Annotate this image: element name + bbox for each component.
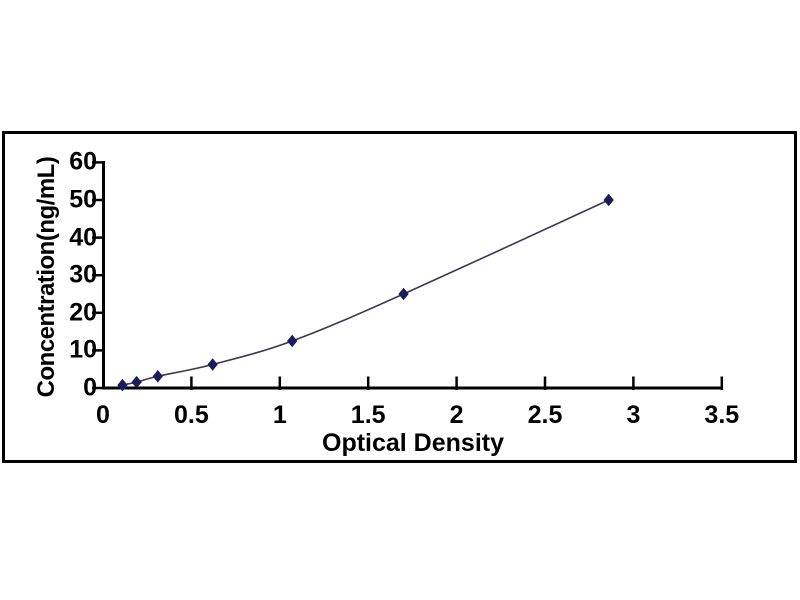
x-tick-label: 1.5: [350, 401, 386, 429]
data-point-marker: [287, 334, 298, 348]
y-tick-label: 60: [69, 147, 97, 176]
data-point-marker: [398, 287, 409, 301]
x-tick-label: 2: [449, 401, 464, 429]
data-point-marker: [117, 378, 128, 392]
x-tick-label: 2.5: [527, 401, 563, 429]
data-point-marker: [207, 358, 218, 371]
y-tick-label: 0: [83, 373, 97, 402]
data-point-marker: [603, 193, 614, 207]
y-tick-label: 50: [69, 185, 97, 214]
x-tick-label: 1: [272, 401, 287, 429]
x-tick-label: 0.5: [174, 401, 209, 429]
standard-curve-line: [122, 199, 609, 386]
y-tick-label: 30: [69, 260, 97, 289]
x-tick-label: 3: [626, 401, 641, 429]
x-tick-label: 3.5: [704, 401, 740, 429]
x-tick-label: 0: [96, 401, 110, 429]
y-tick-label: 10: [69, 335, 97, 364]
y-tick-label: 20: [69, 298, 97, 327]
data-point-marker: [152, 369, 163, 383]
y-tick-label: 40: [69, 223, 97, 252]
chart-frame: [2, 131, 797, 463]
x-axis-title: Optical Density: [322, 429, 504, 457]
data-point-marker: [131, 375, 142, 389]
